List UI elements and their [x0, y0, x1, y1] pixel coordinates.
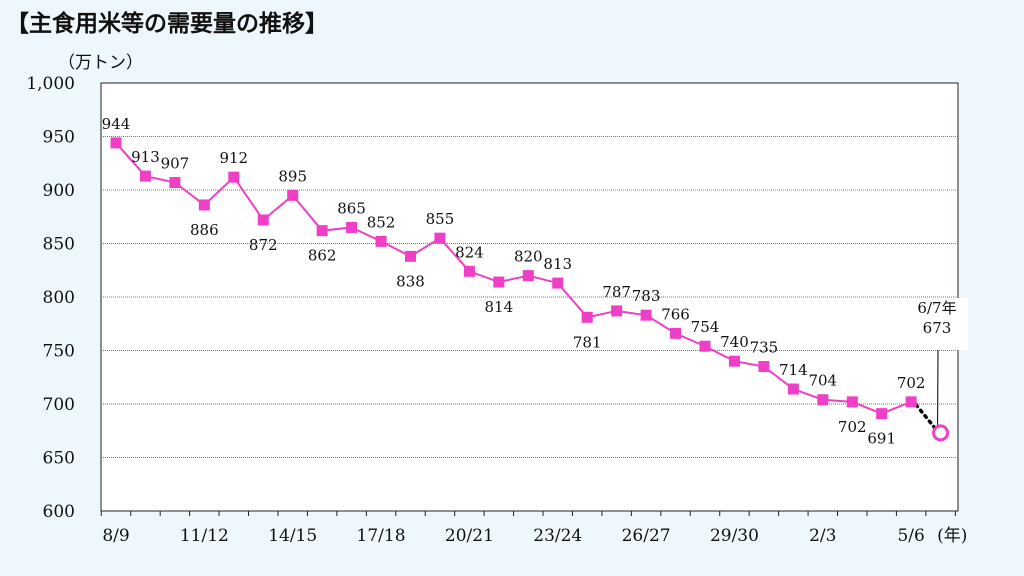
- data-label: 912: [219, 149, 248, 167]
- data-label: 913: [131, 148, 160, 166]
- x-tick-label: 23/24: [533, 526, 582, 546]
- data-point-marker: [522, 270, 534, 282]
- forecast-marker: [932, 424, 950, 442]
- data-point-marker: [552, 277, 564, 289]
- forecast-dotted-line: [914, 403, 938, 431]
- x-tick-label: 2/3: [809, 526, 836, 546]
- data-point-marker: [493, 276, 505, 288]
- data-label: 872: [249, 236, 278, 254]
- data-label: 820: [514, 248, 543, 266]
- x-axis-unit-label: (年): [937, 526, 967, 546]
- data-label: 740: [720, 333, 749, 351]
- forecast-year-label: 6/7年: [917, 299, 957, 317]
- y-tick-label: 600: [43, 502, 75, 522]
- series-line: [115, 142, 912, 415]
- forecast-annotation: 6/7年 673: [906, 298, 968, 350]
- data-point-marker: [405, 250, 416, 262]
- data-point-marker: [110, 137, 122, 149]
- data-point-marker: [463, 265, 475, 277]
- y-tick-label: 900: [43, 181, 75, 201]
- data-label: 865: [337, 199, 366, 217]
- data-point-marker: [257, 214, 269, 226]
- data-point-marker: [581, 311, 593, 323]
- y-tick-label: 950: [43, 128, 75, 148]
- data-label: 781: [573, 333, 602, 351]
- x-tick-label: 8/9: [102, 526, 129, 546]
- x-tick-label: 5/6: [897, 526, 924, 546]
- y-tick-label: 850: [43, 235, 75, 255]
- data-label: 702: [897, 374, 926, 392]
- data-label: 814: [485, 298, 514, 316]
- data-point-marker: [611, 305, 623, 317]
- data-label: 852: [367, 213, 396, 231]
- x-tick-label: 11/12: [180, 526, 229, 546]
- x-tick-label: 20/21: [445, 526, 494, 546]
- y-axis-unit-label: （万トン）: [58, 53, 143, 73]
- x-tick-label: 14/15: [268, 526, 317, 546]
- y-tick-label: 700: [43, 395, 75, 415]
- data-label: 783: [632, 287, 661, 305]
- data-point-marker: [640, 309, 652, 321]
- y-tick-label: 1,000: [26, 74, 75, 94]
- data-point-marker: [758, 361, 770, 373]
- data-label: 735: [750, 339, 779, 357]
- y-tick-label: 750: [43, 342, 75, 362]
- data-label: 838: [396, 272, 425, 290]
- data-point-marker: [787, 383, 799, 395]
- data-label: 886: [190, 221, 219, 239]
- data-point-marker: [198, 199, 210, 211]
- data-point-marker: [699, 340, 711, 352]
- data-label: 813: [543, 255, 572, 273]
- data-point-marker: [905, 396, 917, 408]
- data-point-marker: [728, 355, 740, 367]
- data-label: 714: [779, 361, 808, 379]
- forecast-value-label: 673: [922, 319, 952, 337]
- data-point-marker: [434, 232, 446, 244]
- data-point-marker: [670, 327, 682, 339]
- y-tick-label: 800: [43, 288, 75, 308]
- data-label: 855: [426, 210, 455, 228]
- data-label: 691: [867, 430, 896, 448]
- x-tick-label: 17/18: [357, 526, 406, 546]
- data-point-marker: [817, 394, 829, 406]
- data-label: 754: [691, 318, 720, 336]
- x-tick-label: 26/27: [622, 526, 671, 546]
- data-label: 824: [455, 243, 484, 261]
- data-label: 862: [308, 247, 337, 265]
- data-point-marker: [876, 408, 888, 420]
- data-point-marker: [169, 177, 181, 189]
- data-point-marker: [228, 171, 240, 183]
- data-point-marker: [346, 221, 358, 233]
- data-point-marker: [139, 170, 151, 182]
- data-label: 766: [661, 305, 690, 323]
- data-point-marker: [375, 235, 387, 247]
- data-label: 704: [808, 372, 837, 390]
- data-label: 895: [278, 167, 307, 185]
- data-label: 907: [161, 155, 190, 173]
- data-label: 702: [838, 418, 867, 436]
- data-label: 944: [102, 115, 131, 133]
- x-tick-label: 29/30: [710, 526, 759, 546]
- data-point-marker: [846, 396, 858, 408]
- chart-title: 【主食用米等の需要量の推移】: [6, 11, 328, 37]
- data-label: 787: [602, 283, 631, 301]
- y-tick-label: 650: [43, 449, 75, 469]
- data-point-marker: [287, 189, 299, 201]
- data-point-marker: [316, 225, 328, 237]
